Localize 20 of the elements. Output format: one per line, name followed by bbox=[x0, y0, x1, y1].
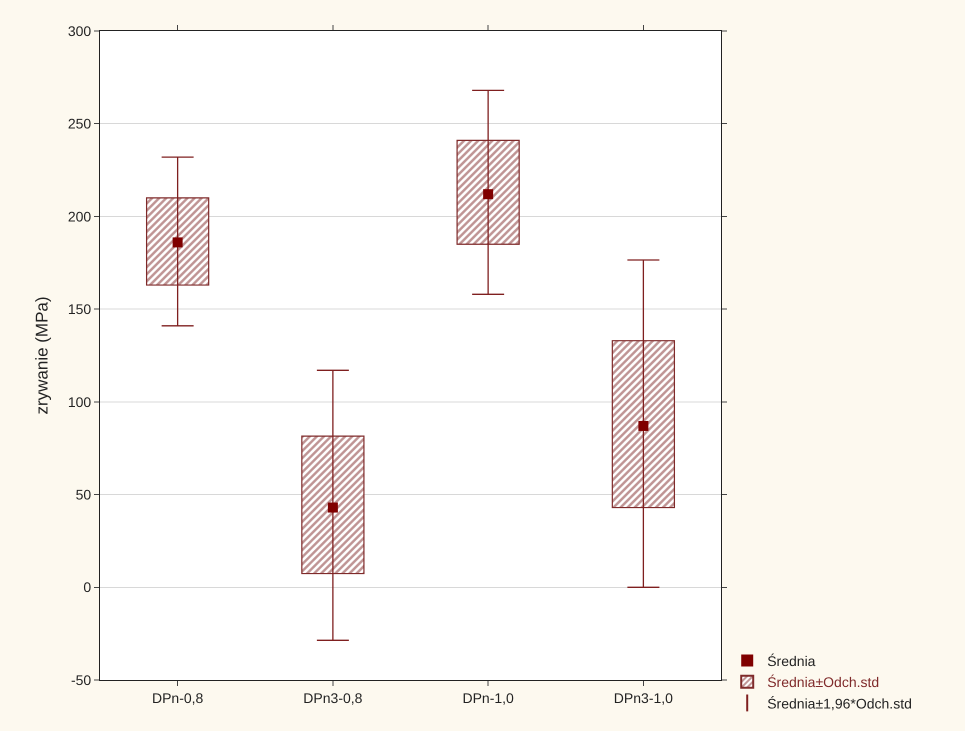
y-tick-label: 100 bbox=[68, 394, 92, 410]
legend-label: Średnia bbox=[767, 653, 816, 669]
point bbox=[483, 189, 494, 200]
y-tick-label: 250 bbox=[68, 116, 92, 132]
text: Średnia±1,96*Odch.std bbox=[767, 695, 912, 712]
y-tick-label: 200 bbox=[68, 208, 92, 224]
x-tick-label: DPn3-0,8 bbox=[303, 690, 363, 706]
x-tick-label: DPn-1,0 bbox=[462, 690, 514, 706]
y-axis-title: zrywanie (MPa) bbox=[32, 296, 52, 415]
x-tick-label: DPn-0,8 bbox=[152, 690, 204, 706]
point bbox=[328, 502, 338, 513]
y-tick-label: -50 bbox=[70, 672, 92, 688]
text: Średnia±Odch.std bbox=[767, 674, 880, 690]
point bbox=[638, 420, 648, 431]
y-tick-label: 150 bbox=[68, 301, 92, 318]
point bbox=[172, 237, 183, 248]
y-tick-label: 300 bbox=[68, 22, 92, 39]
y-tick-label: 50 bbox=[76, 486, 92, 502]
x-tick-label: DPn3-1,0 bbox=[614, 690, 674, 706]
y-tick-label: 0 bbox=[83, 579, 92, 596]
